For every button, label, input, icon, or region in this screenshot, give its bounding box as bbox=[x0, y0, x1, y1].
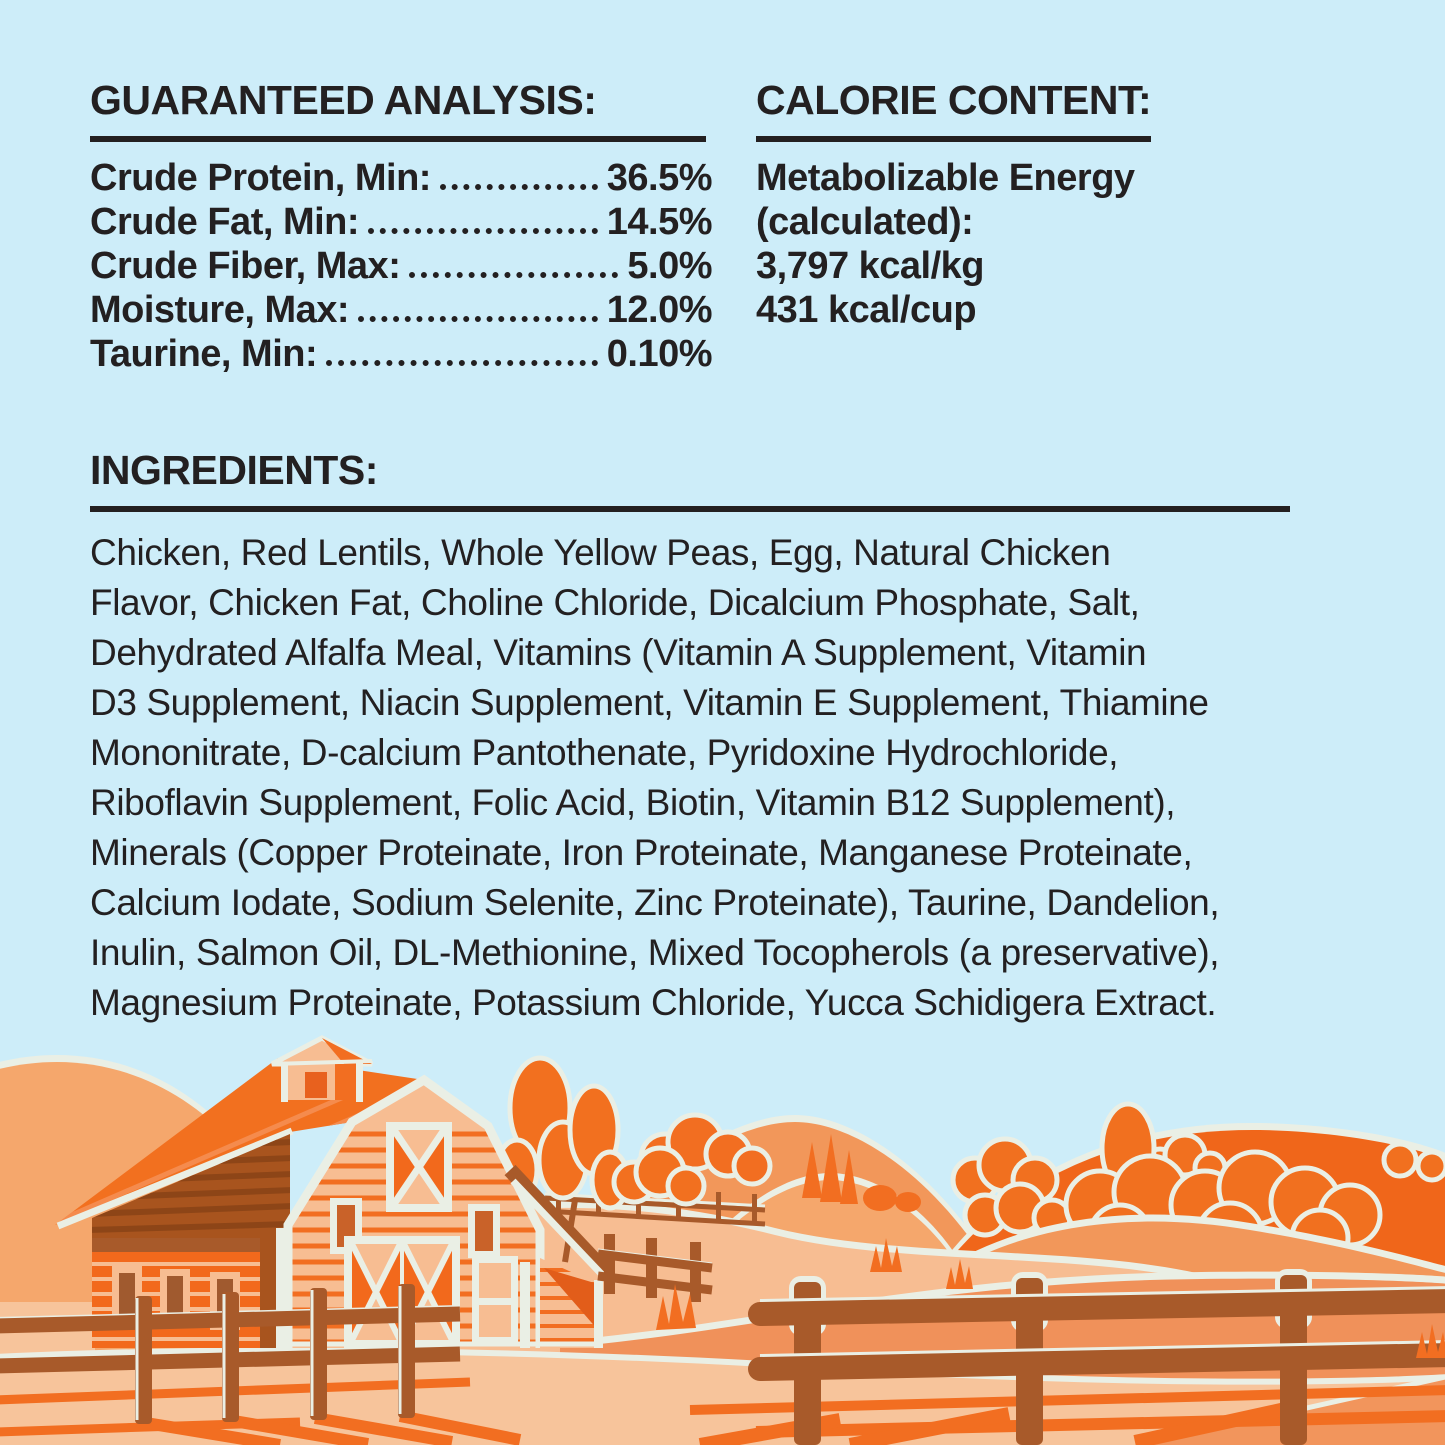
calorie-content-lines: Metabolizable Energy (calculated): 3,797… bbox=[756, 156, 1357, 332]
analysis-value: 0.10% bbox=[606, 332, 713, 375]
dot-leader bbox=[358, 315, 598, 322]
ingredients-line: Calcium Iodate, Sodium Selenite, Zinc Pr… bbox=[90, 881, 1220, 923]
barn-window-right bbox=[468, 1204, 500, 1258]
barn-annex-roof-band bbox=[92, 1238, 260, 1252]
analysis-row: Moisture, Max: 12.0% bbox=[90, 288, 713, 332]
calorie-line: 3,797 kcal/kg bbox=[756, 244, 985, 287]
cypress-trees bbox=[802, 1134, 921, 1212]
barn-lean-to bbox=[504, 1164, 612, 1348]
barn-person-door bbox=[472, 1256, 518, 1344]
farm-illustration bbox=[0, 1035, 1445, 1445]
analysis-row: Crude Fat, Min: 14.5% bbox=[90, 200, 713, 244]
analysis-row: Crude Fiber, Max: 5.0% bbox=[90, 244, 712, 288]
analysis-label: Moisture, Max: bbox=[90, 288, 350, 331]
ingredients-line: Riboflavin Supplement, Folic Acid, Bioti… bbox=[90, 781, 1176, 823]
mid-fence bbox=[597, 1234, 713, 1302]
ingredients-line: Chicken, Red Lentils, Whole Yellow Peas,… bbox=[90, 531, 1111, 573]
dot-leader bbox=[326, 359, 598, 366]
calorie-line: (calculated): bbox=[756, 200, 974, 243]
grass-tufts bbox=[656, 1238, 1445, 1358]
barn-gable-trim bbox=[283, 1074, 545, 1348]
analysis-label: Crude Protein, Min: bbox=[90, 156, 431, 199]
analysis-label: Taurine, Min: bbox=[90, 332, 318, 375]
ingredients-line: Minerals (Copper Proteinate, Iron Protei… bbox=[90, 831, 1193, 873]
analysis-columns: GUARANTEED ANALYSIS: Crude Protein, Min:… bbox=[90, 77, 1357, 376]
guaranteed-analysis-table: Crude Protein, Min: 36.5% Crude Fat, Min… bbox=[90, 156, 713, 376]
ingredients-title: INGREDIENTS: bbox=[90, 447, 1290, 512]
dot-leader bbox=[409, 271, 619, 278]
dot-leader bbox=[439, 183, 598, 190]
ingredients-paragraph: Chicken, Red Lentils, Whole Yellow Peas,… bbox=[90, 528, 1357, 1028]
analysis-label: Crude Fiber, Max: bbox=[90, 244, 401, 287]
label-text-block: GUARANTEED ANALYSIS: Crude Protein, Min:… bbox=[90, 77, 1357, 1028]
left-fence bbox=[0, 1284, 461, 1424]
guaranteed-analysis-title: GUARANTEED ANALYSIS: bbox=[90, 77, 706, 142]
barn-plank-trim bbox=[520, 1262, 530, 1348]
analysis-value: 5.0% bbox=[627, 244, 712, 287]
right-fence bbox=[748, 1269, 1445, 1445]
analysis-label: Crude Fat, Min: bbox=[90, 200, 360, 243]
ingredients-line: Flavor, Chicken Fat, Choline Chloride, D… bbox=[90, 581, 1140, 623]
loft-window bbox=[386, 1122, 452, 1212]
ingredients-section: INGREDIENTS: Chicken, Red Lentils, Whole… bbox=[90, 447, 1357, 1028]
ingredients-line: Inulin, Salmon Oil, DL-Methionine, Mixed… bbox=[90, 931, 1220, 973]
analysis-value: 14.5% bbox=[606, 200, 713, 243]
ingredients-line: Mononitrate, D-calcium Pantothenate, Pyr… bbox=[90, 731, 1119, 773]
analysis-row: Crude Protein, Min: 36.5% bbox=[90, 156, 713, 200]
barn-cupola bbox=[270, 1035, 374, 1102]
ingredients-line: Magnesium Proteinate, Potassium Chloride… bbox=[90, 981, 1217, 1023]
ingredients-line: Dehydrated Alfalfa Meal, Vitamins (Vitam… bbox=[90, 631, 1147, 673]
calorie-content-title: CALORIE CONTENT: bbox=[756, 77, 1152, 142]
dot-leader bbox=[368, 227, 598, 234]
calorie-line: 431 kcal/cup bbox=[756, 288, 977, 331]
calorie-content-section: CALORIE CONTENT: Metabolizable Energy (c… bbox=[756, 77, 1357, 376]
analysis-value: 12.0% bbox=[606, 288, 713, 331]
analysis-value: 36.5% bbox=[606, 156, 713, 199]
analysis-row: Taurine, Min: 0.10% bbox=[90, 332, 713, 376]
calorie-line: Metabolizable Energy bbox=[756, 156, 1135, 199]
guaranteed-analysis-section: GUARANTEED ANALYSIS: Crude Protein, Min:… bbox=[90, 77, 713, 376]
ingredients-line: D3 Supplement, Niacin Supplement, Vitami… bbox=[90, 681, 1209, 723]
